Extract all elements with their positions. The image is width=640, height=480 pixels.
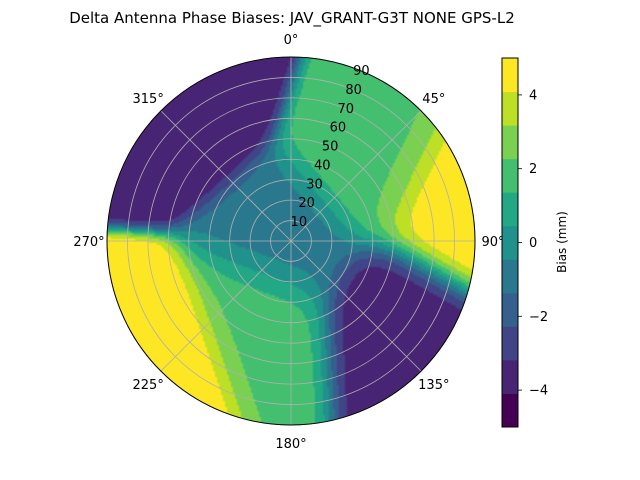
colorbar-blocks xyxy=(502,58,518,428)
angular-tick-label: 180° xyxy=(275,437,306,452)
radial-tick-label: 40 xyxy=(314,158,331,173)
colorbar-label: Bias (mm) xyxy=(555,211,569,273)
colorbar-tick-label: −2 xyxy=(529,310,548,325)
angular-tick-label: 90° xyxy=(481,235,504,250)
colorbar-tick-label: 2 xyxy=(529,162,537,177)
colorbar-tick-label: −4 xyxy=(529,384,548,399)
radial-tick-label: 70 xyxy=(337,102,354,117)
colorbar-block xyxy=(502,393,518,428)
angular-gridline xyxy=(160,240,292,372)
angular-gridline xyxy=(290,110,422,242)
radial-tick-label: 50 xyxy=(322,140,339,155)
angular-tick-label: 135° xyxy=(418,378,449,393)
colorbar-block xyxy=(502,292,518,327)
colorbar-block xyxy=(502,259,518,294)
polar-grid xyxy=(106,56,476,426)
angular-tick-label: 315° xyxy=(133,92,164,107)
radial-tick-label: 60 xyxy=(330,121,347,136)
colorbar: −4 −2 0 2 4 Bias (mm) xyxy=(501,57,569,428)
angular-tick-labels: 0° 45° 90° 135° 180° 225° 270° 315° xyxy=(73,33,504,452)
radial-tick-label: 10 xyxy=(291,215,308,230)
angular-tick-label: 45° xyxy=(422,92,445,107)
colorbar-block xyxy=(502,225,518,260)
colorbar-block xyxy=(502,359,518,394)
chart-title: Delta Antenna Phase Biases: JAV_GRANT-G3… xyxy=(69,9,515,28)
angular-tick-label: 0° xyxy=(284,33,299,48)
colorbar-tick-label: 0 xyxy=(529,236,537,251)
angular-gridline xyxy=(160,110,292,242)
angular-tick-label: 225° xyxy=(133,378,164,393)
polar-outline xyxy=(106,56,476,426)
radial-tick-label: 80 xyxy=(345,83,362,98)
colorbar-block xyxy=(502,91,518,126)
radial-tick-label: 20 xyxy=(298,196,315,211)
radial-tick-label: 90 xyxy=(353,64,370,79)
radial-tick-labels: 10 20 30 40 50 60 70 80 90 xyxy=(291,64,370,230)
colorbar-ticks: −4 −2 0 2 4 xyxy=(518,88,548,399)
radial-tick-label: 30 xyxy=(306,177,323,192)
colorbar-block xyxy=(502,158,518,193)
colorbar-block xyxy=(502,58,518,93)
colorbar-block xyxy=(502,326,518,361)
angular-gridline xyxy=(290,240,422,372)
colorbar-tick-label: 4 xyxy=(529,88,537,103)
colorbar-block xyxy=(502,125,518,160)
angular-tick-label: 270° xyxy=(73,235,104,250)
colorbar-block xyxy=(502,192,518,227)
